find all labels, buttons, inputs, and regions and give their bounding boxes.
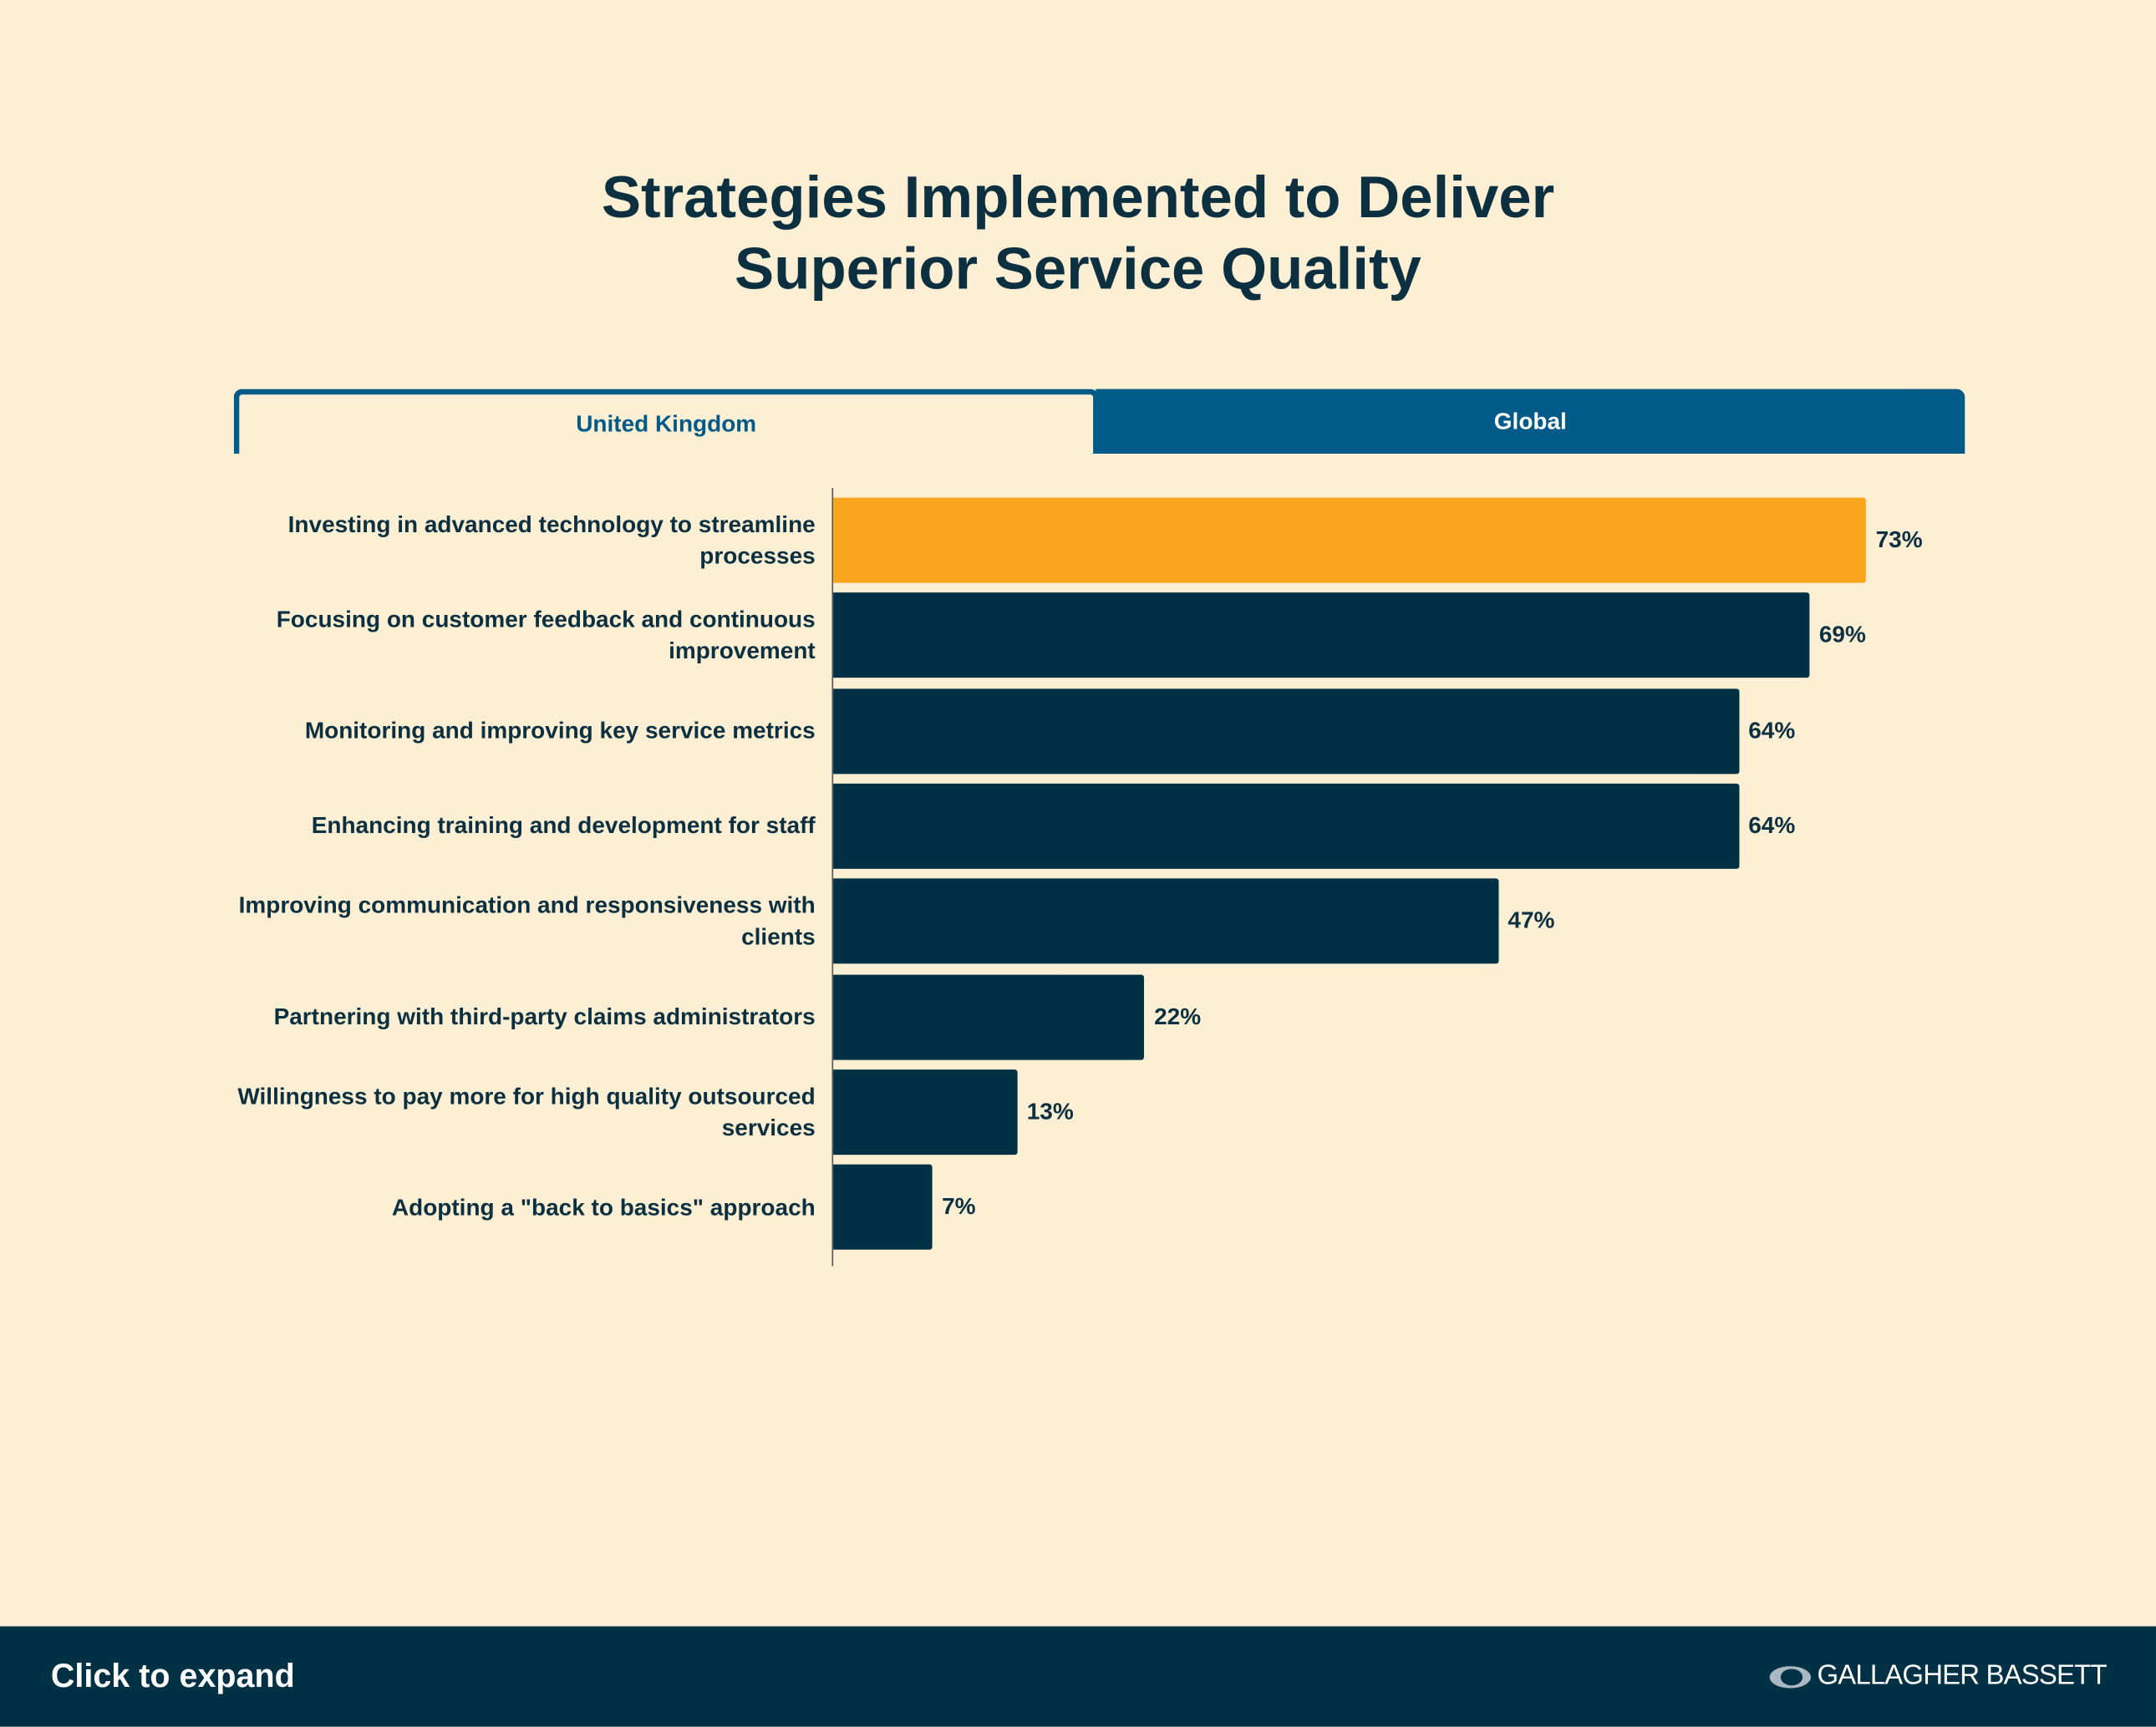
value-label: 22% <box>1154 1003 1202 1029</box>
value-label: 7% <box>942 1193 976 1220</box>
category-label: Enhancing training and development for s… <box>311 813 816 840</box>
category-label: Willingness to pay more for high quality… <box>237 1083 816 1141</box>
axis-line <box>831 488 834 1267</box>
bar <box>833 497 1867 583</box>
bar <box>833 1164 933 1250</box>
value-label: 13% <box>1026 1098 1074 1125</box>
chart-title: Strategies Implemented to Deliver Superi… <box>601 165 1555 302</box>
category-label: Partnering with third-party claims admin… <box>273 1003 816 1030</box>
category-label: Monitoring and improving key service met… <box>304 718 816 744</box>
bar <box>833 878 1498 964</box>
bar <box>833 592 1810 678</box>
category-label: Adopting a "back to basics" approach <box>391 1194 816 1221</box>
bar <box>833 688 1739 774</box>
category-label: Investing in advanced technology to stre… <box>287 511 816 570</box>
value-label: 73% <box>1875 526 1923 553</box>
category-label: Improving communication and responsivene… <box>238 892 816 951</box>
value-label: 64% <box>1748 717 1796 744</box>
category-label: Focusing on customer feedback and contin… <box>276 607 816 665</box>
bar <box>833 973 1145 1059</box>
bar <box>833 1069 1018 1155</box>
value-label: 69% <box>1818 622 1866 648</box>
logo-icon <box>1768 1665 1811 1688</box>
logo: GALLAGHER BASSETT <box>1767 1627 2108 1727</box>
tab[interactable]: United Kingdom <box>233 389 1099 454</box>
value-label: 47% <box>1508 907 1555 934</box>
tab[interactable]: Global <box>1096 389 1965 454</box>
value-label: 64% <box>1748 812 1796 839</box>
expand-button[interactable]: Click to expand <box>50 1657 295 1694</box>
logo-text: GALLAGHER BASSETT <box>1817 1660 2107 1691</box>
bar <box>833 783 1739 869</box>
